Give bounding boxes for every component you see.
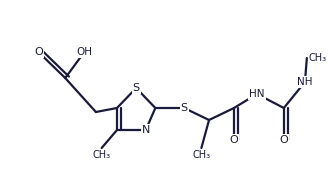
Text: O: O	[34, 47, 43, 57]
Text: O: O	[279, 135, 288, 145]
Text: N: N	[142, 125, 150, 135]
Text: OH: OH	[76, 47, 92, 57]
Text: CH₃: CH₃	[92, 150, 111, 160]
Text: NH: NH	[297, 77, 313, 87]
Text: CH₃: CH₃	[192, 150, 211, 160]
Text: S: S	[133, 83, 140, 93]
Text: S: S	[180, 103, 188, 113]
Text: CH₃: CH₃	[309, 53, 327, 63]
Text: HN: HN	[249, 89, 265, 99]
Text: O: O	[230, 135, 238, 145]
